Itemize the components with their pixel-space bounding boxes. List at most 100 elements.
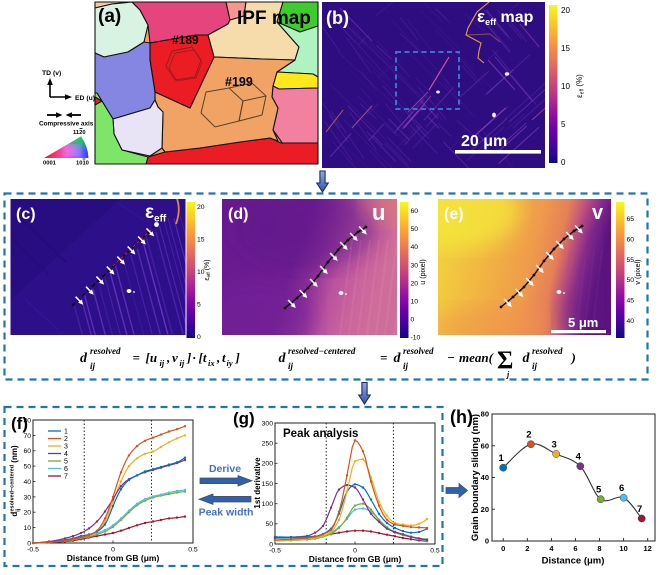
svg-text:0: 0 <box>411 317 415 324</box>
svg-text:5: 5 <box>197 302 201 309</box>
svg-text:8: 8 <box>597 544 601 553</box>
svg-text:0: 0 <box>27 540 31 547</box>
svg-text:TD (v): TD (v) <box>42 70 61 77</box>
svg-text:2: 2 <box>64 436 68 443</box>
svg-text:,: , <box>216 350 220 365</box>
svg-text:Derive: Derive <box>209 463 241 475</box>
svg-text:50: 50 <box>265 521 273 528</box>
svg-text:resolved−centered: resolved−centered <box>288 346 356 356</box>
svg-text:0: 0 <box>269 541 273 548</box>
svg-text:0: 0 <box>485 537 489 546</box>
svg-text:resolved: resolved <box>90 346 121 356</box>
svg-text:u: u <box>372 200 385 225</box>
svg-text:7: 7 <box>64 474 68 481</box>
svg-text:7: 7 <box>637 504 642 515</box>
svg-text:0.5: 0.5 <box>430 548 440 555</box>
svg-text:(g): (g) <box>233 409 255 428</box>
svg-text:150: 150 <box>262 481 274 488</box>
svg-text:1120: 1120 <box>73 130 86 136</box>
svg-text:Σ: Σ <box>497 347 513 374</box>
svg-text:d: d <box>394 351 402 366</box>
svg-text:ED (u): ED (u) <box>75 95 95 102</box>
svg-text:3: 3 <box>552 440 557 451</box>
svg-text:70: 70 <box>23 433 31 440</box>
svg-text:10: 10 <box>561 82 570 91</box>
svg-text:dijresolved−centered (nm): dijresolved−centered (nm) <box>10 445 22 517</box>
svg-text:#199: #199 <box>225 75 253 89</box>
svg-text:1010: 1010 <box>76 161 89 167</box>
svg-text:ij: ij <box>532 361 538 371</box>
svg-text:(d): (d) <box>228 206 248 223</box>
svg-text:3: 3 <box>64 444 68 451</box>
svg-text:100: 100 <box>262 501 274 508</box>
svg-text:30: 30 <box>23 494 31 501</box>
svg-text:2: 2 <box>526 430 531 441</box>
svg-text:-0.5: -0.5 <box>269 548 281 555</box>
svg-text:4: 4 <box>64 451 68 458</box>
svg-text:5: 5 <box>64 459 68 466</box>
svg-text:[t: [t <box>199 350 207 365</box>
svg-text:v: v <box>172 350 178 365</box>
svg-text:ij: ij <box>180 358 185 368</box>
svg-text:20: 20 <box>561 6 570 15</box>
svg-text:1st derivative: 1st derivative <box>253 457 262 509</box>
svg-text:60: 60 <box>411 208 419 215</box>
svg-text:j: j <box>505 370 510 379</box>
svg-text:Distance from GB (μm): Distance from GB (μm) <box>67 553 160 563</box>
svg-text:Distance from GB (μm): Distance from GB (μm) <box>309 554 402 564</box>
svg-text:40: 40 <box>411 244 419 251</box>
svg-text:εeff (%): εeff (%) <box>204 259 212 280</box>
svg-text:Grain boundary sliding (nm): Grain boundary sliding (nm) <box>470 414 481 541</box>
svg-text:]: ] <box>235 350 240 365</box>
svg-text:0: 0 <box>111 547 115 554</box>
svg-text:65: 65 <box>627 216 635 223</box>
svg-text:v: v <box>592 202 604 224</box>
svg-text:60: 60 <box>23 448 31 455</box>
svg-text:−: − <box>447 350 455 365</box>
svg-text:0001: 0001 <box>43 161 57 167</box>
svg-text:80: 80 <box>23 417 31 424</box>
svg-text:5: 5 <box>561 120 566 129</box>
svg-text:-0.5: -0.5 <box>27 547 39 554</box>
svg-text:,: , <box>166 350 170 365</box>
svg-text:55: 55 <box>627 257 635 264</box>
svg-text:=: = <box>133 350 140 365</box>
svg-text:40: 40 <box>23 479 31 486</box>
svg-text:#189: #189 <box>172 33 199 47</box>
svg-text:300: 300 <box>262 420 274 427</box>
svg-text:2: 2 <box>525 544 529 553</box>
svg-text:4: 4 <box>576 452 582 463</box>
svg-text:IPF map: IPF map <box>237 8 311 29</box>
svg-text:=: = <box>380 350 387 365</box>
svg-text:200: 200 <box>262 461 274 468</box>
svg-text:0.5: 0.5 <box>188 547 198 554</box>
svg-text:d: d <box>523 351 531 366</box>
svg-text:15: 15 <box>197 237 205 244</box>
svg-text:40: 40 <box>481 473 489 482</box>
svg-text:Compressive axis: Compressive axis <box>39 121 94 128</box>
svg-text:t: t <box>222 350 226 365</box>
svg-text:Distance (μm): Distance (μm) <box>542 556 605 567</box>
svg-text:10: 10 <box>619 544 627 553</box>
svg-text:20: 20 <box>481 505 489 514</box>
svg-text:6: 6 <box>573 544 577 553</box>
svg-text:50: 50 <box>23 464 31 471</box>
svg-text:ij: ij <box>403 361 409 371</box>
svg-text:4: 4 <box>549 544 554 553</box>
svg-text:iy: iy <box>227 358 233 368</box>
svg-text:0: 0 <box>353 548 357 555</box>
svg-text:50: 50 <box>411 226 419 233</box>
svg-text:ij: ij <box>90 361 96 371</box>
svg-text:(e): (e) <box>444 206 464 223</box>
svg-text:250: 250 <box>262 441 274 448</box>
svg-text:(c): (c) <box>16 206 36 223</box>
svg-text:ij: ij <box>160 358 165 368</box>
svg-text:(f): (f) <box>11 414 28 433</box>
svg-text:(a): (a) <box>98 6 121 27</box>
svg-text:]: ] <box>186 350 191 365</box>
svg-text:10: 10 <box>23 525 31 532</box>
svg-text:d: d <box>80 351 88 366</box>
svg-text:1: 1 <box>64 429 68 436</box>
svg-text:-10: -10 <box>411 335 421 342</box>
svg-text:mean(: mean( <box>459 350 495 365</box>
